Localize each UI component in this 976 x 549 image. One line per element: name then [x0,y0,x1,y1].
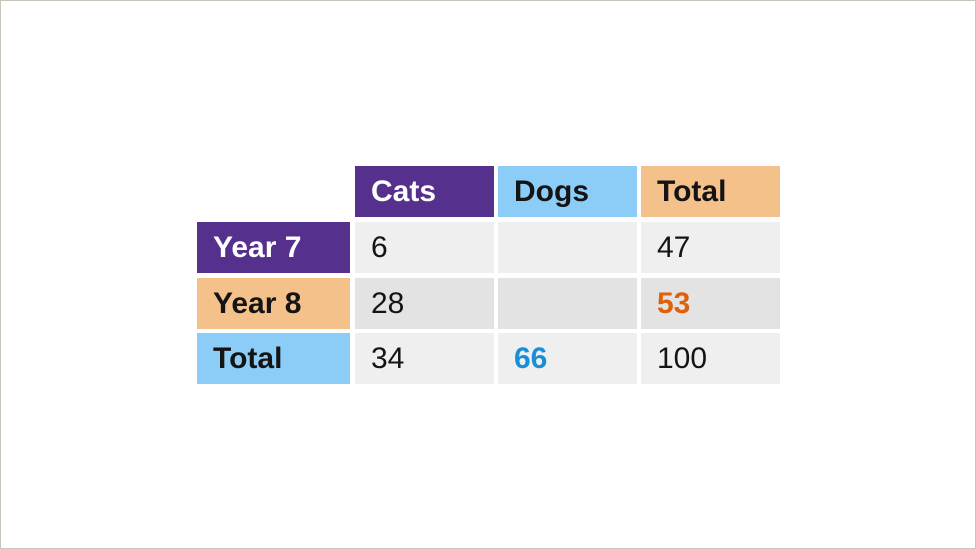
cell-year7-dogs [498,222,637,273]
column-header-cats: Cats [355,166,494,217]
cell-year7-total: 47 [641,222,780,273]
cell-year8-total: 53 [641,278,780,329]
cell-total-total: 100 [641,333,780,384]
cell-total-dogs: 66 [498,333,637,384]
cell-year8-cats: 28 [355,278,494,329]
row-header-total: Total [197,333,350,384]
cell-year7-cats: 6 [355,222,494,273]
column-header-dogs: Dogs [498,166,637,217]
cell-year8-dogs [498,278,637,329]
row-header-year-7: Year 7 [197,222,350,273]
row-header-year-8: Year 8 [197,278,350,329]
cell-total-cats: 34 [355,333,494,384]
column-header-total: Total [641,166,780,217]
